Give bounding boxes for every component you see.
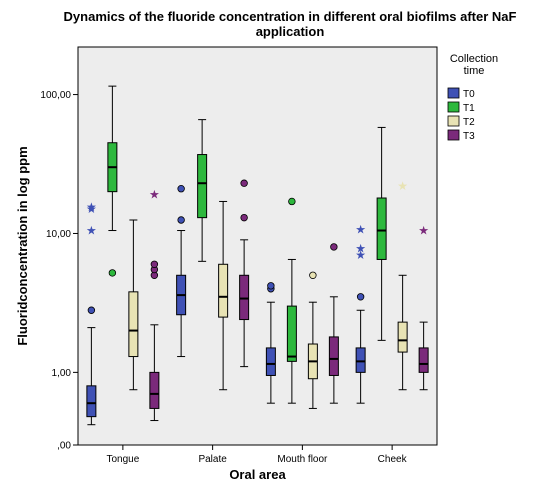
y-tick-label: 10,00 bbox=[46, 229, 71, 240]
chart-title-line: Dynamics of the fluoride concentration i… bbox=[64, 9, 517, 24]
box-iqr bbox=[239, 274, 250, 321]
box-T0-cheek bbox=[355, 309, 366, 404]
y-axis-label: Fluoridconcentration in log ppm bbox=[15, 146, 30, 345]
box-T3-cheek bbox=[418, 321, 429, 391]
box-T2-palate bbox=[218, 200, 229, 391]
box-T1-cheek bbox=[376, 126, 387, 341]
y-axis: ,00 1,00 10,00 100,00 bbox=[40, 90, 78, 452]
chart-title: Dynamics of the fluoride concentration i… bbox=[64, 9, 517, 39]
y-tick-label: ,00 bbox=[57, 441, 71, 452]
box-iqr bbox=[197, 154, 208, 219]
legend-label: T1 bbox=[463, 103, 475, 114]
x-tick-label: Palate bbox=[198, 454, 227, 465]
outlier-circle bbox=[309, 271, 317, 279]
box-iqr bbox=[328, 336, 339, 376]
legend-swatch bbox=[447, 101, 460, 113]
outlier-circle bbox=[267, 282, 275, 290]
outlier-circle bbox=[240, 179, 248, 187]
box-iqr bbox=[355, 347, 366, 373]
outlier-circle bbox=[288, 197, 296, 206]
y-tick-label: 1,00 bbox=[52, 368, 72, 379]
box-iqr bbox=[265, 347, 276, 376]
box-T1-tongue bbox=[107, 85, 118, 232]
box-T0-palate bbox=[176, 230, 187, 358]
legend-label: T3 bbox=[463, 131, 475, 142]
box-T2-cheek bbox=[397, 274, 408, 391]
x-tick-label: Tongue bbox=[106, 454, 139, 465]
extreme-outlier-star: ★ bbox=[149, 188, 160, 202]
box-iqr bbox=[376, 197, 387, 260]
x-tick-label: Cheek bbox=[378, 454, 408, 465]
legend-swatch bbox=[447, 115, 460, 127]
extreme-outlier-star: ★ bbox=[418, 224, 429, 238]
outlier-circle bbox=[150, 260, 159, 268]
outlier-circle bbox=[330, 243, 338, 251]
legend-swatch bbox=[447, 129, 460, 141]
box-T0-tongue bbox=[86, 327, 97, 426]
box-T2-tongue bbox=[128, 219, 139, 391]
legend-title: Collection bbox=[450, 53, 498, 65]
box-iqr bbox=[218, 263, 229, 318]
legend-label: T0 bbox=[463, 89, 475, 100]
box-T3-tongue bbox=[149, 324, 160, 422]
box-T3-mouth-floor bbox=[328, 296, 339, 404]
outlier-circle bbox=[87, 306, 96, 314]
box-iqr bbox=[86, 385, 97, 418]
box-iqr bbox=[286, 305, 297, 362]
outlier-group: ★★★★★★★★★ bbox=[86, 179, 429, 314]
box-T3-palate bbox=[239, 239, 250, 368]
legend-label: T2 bbox=[463, 117, 475, 128]
box-iqr bbox=[418, 347, 429, 373]
outlier-circle bbox=[108, 269, 117, 277]
legend-title: time bbox=[464, 65, 485, 77]
x-tick-label: Mouth floor bbox=[277, 454, 328, 465]
extreme-outlier-star: ★ bbox=[397, 179, 408, 193]
box-T0-mouth-floor bbox=[265, 301, 276, 404]
extreme-outlier-star: ★ bbox=[355, 241, 366, 255]
outlier-circle bbox=[177, 185, 185, 193]
box-T2-mouth-floor bbox=[307, 301, 318, 409]
chart-title-line: application bbox=[256, 24, 325, 39]
outlier-circle bbox=[240, 213, 248, 222]
box-iqr bbox=[149, 371, 160, 409]
box-iqr bbox=[128, 291, 139, 358]
y-tick-label: 100,00 bbox=[40, 90, 71, 101]
box-series-group bbox=[86, 85, 429, 426]
x-axis: Tongue Palate Mouth floor Cheek bbox=[106, 445, 408, 465]
extreme-outlier-star: ★ bbox=[86, 200, 97, 214]
box-T1-mouth-floor bbox=[286, 258, 297, 404]
x-axis-label: Oral area bbox=[229, 467, 286, 482]
legend-swatch bbox=[447, 87, 460, 99]
box-iqr bbox=[397, 321, 408, 353]
extreme-outlier-star: ★ bbox=[86, 202, 97, 216]
box-T1-palate bbox=[197, 119, 208, 262]
extreme-outlier-star: ★ bbox=[355, 222, 366, 236]
outlier-circle bbox=[177, 216, 185, 224]
outlier-circle bbox=[356, 293, 365, 301]
extreme-outlier-star: ★ bbox=[86, 224, 97, 238]
extreme-outlier-star: ★ bbox=[355, 248, 366, 262]
